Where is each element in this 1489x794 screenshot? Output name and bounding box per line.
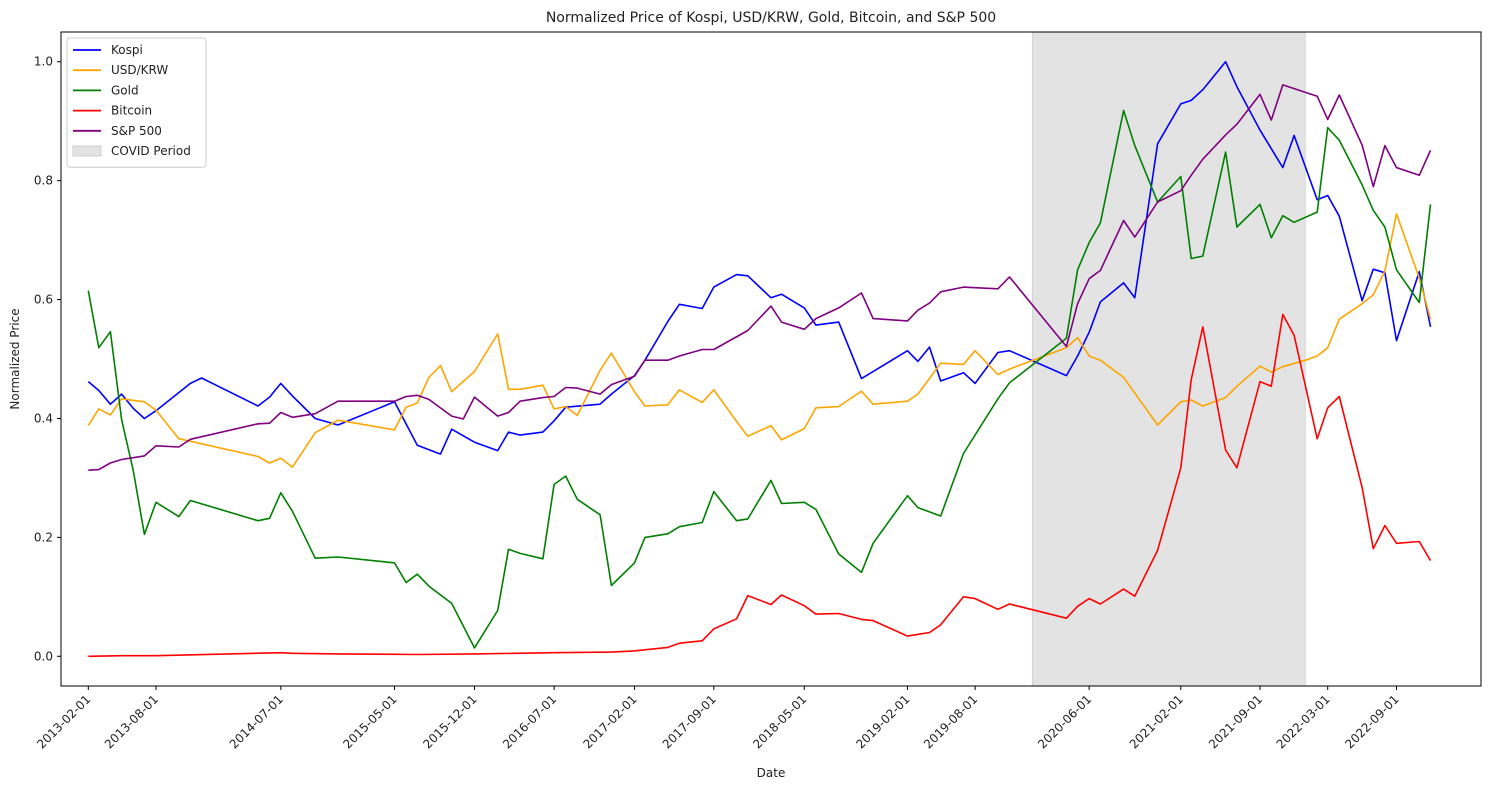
- x-axis-title: Date: [757, 766, 786, 780]
- series-line-s-p-500: [88, 84, 1432, 471]
- x-tick-label: 2014-07-01: [227, 692, 286, 751]
- x-tick-label: 2022-09-01: [1342, 692, 1401, 751]
- y-tick-label: 0.8: [34, 174, 53, 188]
- x-tick-label: 2015-12-01: [420, 692, 479, 751]
- x-tick-label: 2013-02-01: [34, 692, 93, 751]
- legend-label: Gold: [111, 83, 139, 97]
- covid-period-shade: [1031, 31, 1306, 687]
- legend: Kospi USD/KRW Gold Bitcoin S&P 500 COVID Peri…: [66, 37, 207, 168]
- x-tick-label: 2015-05-01: [340, 692, 399, 751]
- legend-label: S&P 500: [111, 124, 162, 138]
- y-tick-label: 0.6: [34, 293, 53, 307]
- series-line-usd-krw: [87, 213, 1432, 468]
- series-line-bitcoin: [88, 313, 1432, 658]
- x-tick-label: 2019-02-01: [853, 692, 912, 751]
- y-tick-label: 0.2: [34, 530, 53, 544]
- series-line-gold: [87, 109, 1432, 649]
- x-tick-label: 2021-09-01: [1206, 692, 1265, 751]
- legend-label: Bitcoin: [111, 104, 152, 118]
- x-tick-label: 2020-06-01: [1035, 692, 1094, 751]
- legend-box: [66, 37, 207, 168]
- y-tick-label: 1.0: [34, 55, 53, 69]
- x-tick-label: 2018-05-01: [750, 692, 809, 751]
- x-tick-label: 2019-08-01: [921, 692, 980, 751]
- chart-title: Normalized Price of Kospi, USD/KRW, Gold…: [546, 10, 996, 26]
- x-tick-label: 2013-08-01: [102, 692, 161, 751]
- x-tick-label: 2021-02-01: [1127, 692, 1186, 751]
- series-line-kospi: [87, 60, 1432, 455]
- x-tick-label: 2017-02-01: [580, 692, 639, 751]
- y-tick-label: 0.4: [34, 411, 53, 425]
- legend-swatch-covid: [72, 145, 102, 157]
- x-tick-label: 2022-03-01: [1274, 692, 1333, 751]
- y-tick-label: 0.0: [34, 649, 53, 663]
- legend-label: COVID Period: [111, 144, 191, 158]
- legend-label: USD/KRW: [111, 63, 168, 77]
- x-tick-label: 2016-07-01: [500, 692, 559, 751]
- legend-label: Kospi: [111, 43, 143, 57]
- x-tick-label: 2017-09-01: [660, 692, 719, 751]
- y-axis-title: Normalized Price: [8, 308, 22, 409]
- plot-frame: [60, 31, 1482, 687]
